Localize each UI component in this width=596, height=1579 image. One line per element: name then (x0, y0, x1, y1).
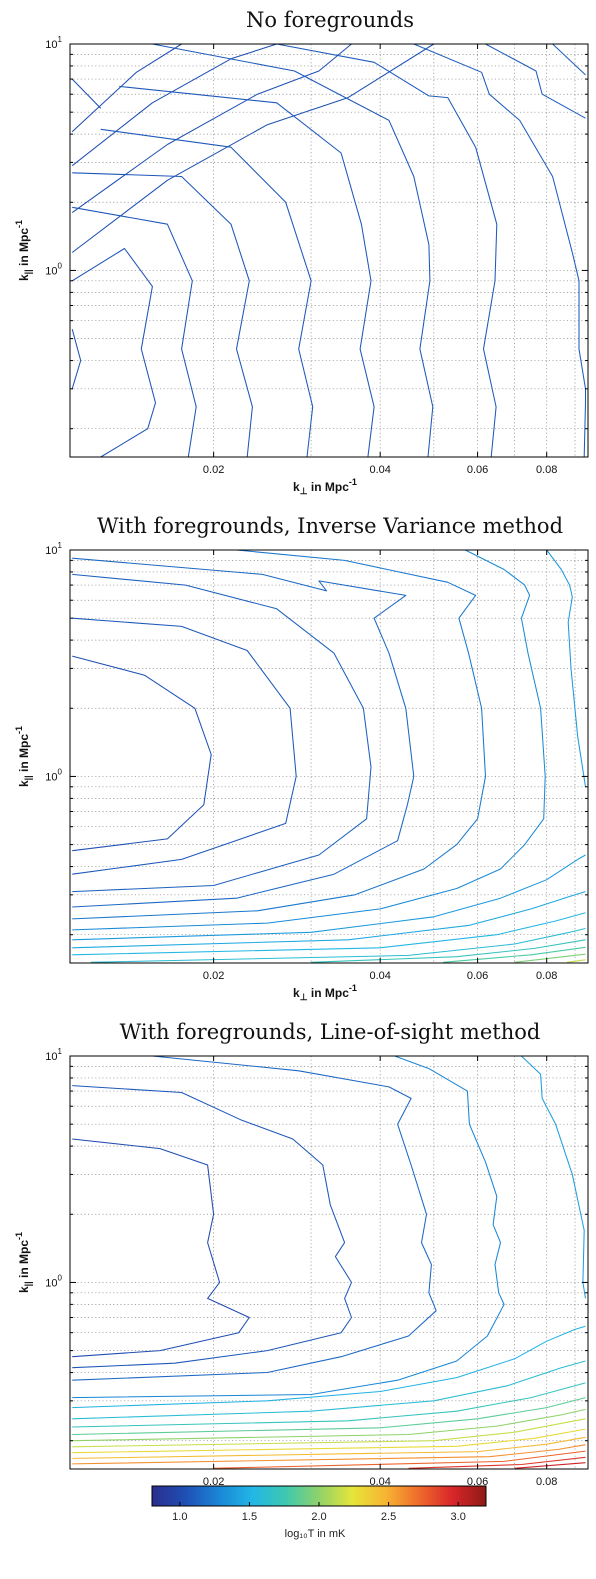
contour-line (100, 128, 314, 458)
y-tick-label: 100 (45, 261, 62, 277)
contour-line (72, 1436, 586, 1459)
chart-panel-3: With foregrounds, Line-of-sight method 0.… (14, 1020, 589, 1508)
chart-title: With foregrounds, Line-of-sight method (120, 1020, 541, 1044)
contour-line (119, 85, 375, 458)
contour-line (213, 1450, 586, 1469)
colorbar-tick-label: 1.0 (172, 1511, 187, 1523)
contour-line (72, 1360, 586, 1420)
contour-line (72, 854, 586, 941)
contour-line (71, 329, 82, 389)
grid (70, 1056, 588, 1469)
y-tick-label: 101 (45, 1047, 62, 1063)
contour-line (72, 549, 546, 931)
axes-frame (69, 1055, 589, 1470)
x-tick-label: 0.02 (203, 1476, 224, 1488)
x-tick-label: 0.08 (536, 970, 557, 982)
contour-line (72, 1138, 250, 1358)
y-axis-label: k|| in Mpc-1 (14, 220, 33, 281)
contour-line (71, 43, 277, 167)
y-tick-label: 100 (45, 1273, 62, 1289)
contour-line (413, 43, 587, 458)
colorbar-tick-label: 2.0 (311, 1511, 326, 1523)
contour-line (72, 1055, 437, 1381)
x-tick-label: 0.06 (467, 970, 488, 982)
x-axis-label: k⊥ in Mpc-1 (293, 477, 357, 496)
x-tick-label: 0.02 (203, 970, 224, 982)
x-tick-label: 0.04 (369, 970, 390, 982)
x-tick-label: 0.02 (203, 464, 224, 476)
contour-line (521, 1055, 587, 1299)
contour-line (72, 1444, 586, 1465)
colorbar-label: log₁₀T in mK (285, 1528, 346, 1540)
contour-line (311, 939, 586, 963)
contour-line (408, 1456, 586, 1469)
contour-line (72, 1055, 505, 1399)
contour-line (72, 1418, 586, 1448)
x-tick-label: 0.06 (467, 1476, 488, 1488)
y-axis-label: k|| in Mpc-1 (14, 726, 33, 787)
chart-title: With foregrounds, Inverse Variance metho… (97, 514, 563, 538)
y-tick-label: 100 (45, 767, 62, 783)
y-tick-label: 101 (45, 541, 62, 557)
contour-line (152, 43, 434, 458)
contour-line (72, 549, 487, 920)
contour-line (276, 43, 498, 458)
contour-line (71, 43, 352, 214)
contour-line (72, 1428, 586, 1454)
chart-panel-2: With foregrounds, Inverse Variance metho… (14, 514, 589, 1002)
contour-line (72, 1325, 586, 1409)
contour-line (566, 959, 586, 963)
y-axis-label: k|| in Mpc-1 (14, 1232, 33, 1293)
contour-line (72, 1408, 586, 1442)
colorbar: 1.0 1.5 2.0 2.5 3.0 log₁₀T in mK (151, 1485, 487, 1540)
colorbar-tick-label: 1.5 (242, 1511, 257, 1523)
contour-line (514, 953, 586, 963)
contour-line (72, 1382, 586, 1428)
contour-line (552, 43, 586, 76)
contour-line (71, 43, 182, 133)
contour-line (72, 891, 586, 949)
contour-line (71, 247, 157, 458)
contour-lines (71, 43, 587, 458)
x-tick-label: 0.08 (536, 1476, 557, 1488)
x-axis-label: k⊥ in Mpc-1 (293, 983, 357, 1002)
y-tick-label: 101 (45, 35, 62, 51)
colorbar-tick-label: 3.0 (451, 1511, 466, 1523)
contour-line (485, 43, 586, 119)
contour-line (72, 172, 253, 458)
contour-line (443, 946, 586, 963)
chart-title: No foregrounds (246, 8, 414, 32)
x-tick-label: 0.06 (467, 464, 488, 476)
x-tick-label: 0.04 (369, 1476, 390, 1488)
contour-line (72, 617, 297, 875)
contour-line (71, 78, 102, 109)
contour-line (546, 549, 587, 787)
contour-line (71, 43, 435, 253)
contour-line (72, 1085, 353, 1369)
grid (70, 550, 588, 963)
colorbar-tick-label: 2.5 (381, 1511, 396, 1523)
contour-line (72, 206, 197, 458)
x-tick-label: 0.08 (536, 464, 557, 476)
contour-line (72, 655, 212, 852)
chart-panel-1: No foregrounds 0.02 0.04 0.06 0.08 100 101 k⊥ i… (14, 8, 589, 496)
contour-lines (72, 549, 587, 963)
axes-frame (69, 549, 589, 964)
contour-line (72, 573, 372, 893)
contour-lines (72, 1055, 587, 1469)
contour-line (90, 927, 586, 963)
axes-frame (69, 43, 589, 458)
contour-line (514, 1462, 586, 1469)
contour-line (72, 557, 415, 908)
contour-line (72, 1397, 586, 1436)
x-tick-label: 0.04 (369, 464, 390, 476)
contour-line (72, 912, 586, 956)
